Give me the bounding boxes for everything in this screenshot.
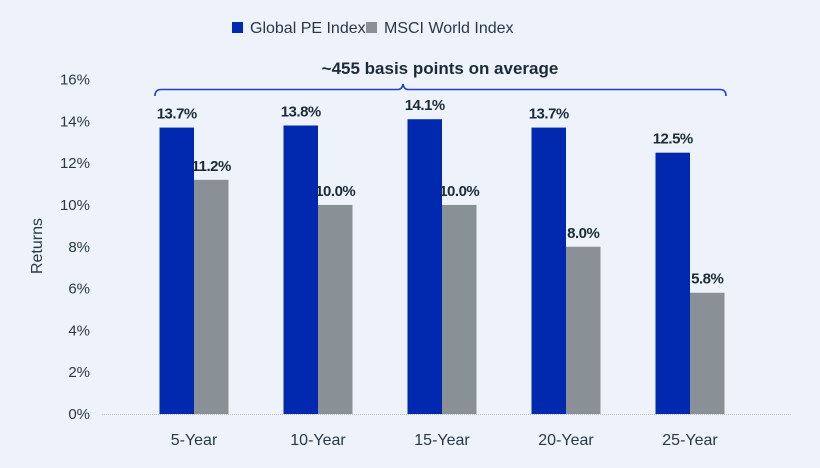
legend-label: Global PE Index [250, 20, 366, 37]
bar-global-pe [655, 152, 690, 414]
data-label: 13.7% [529, 106, 569, 123]
data-label: 14.1% [405, 97, 445, 114]
data-label: 10.0% [315, 183, 355, 200]
data-label: 8.0% [567, 225, 599, 242]
data-label: 13.8% [281, 103, 321, 120]
data-label: 11.2% [192, 158, 231, 175]
y-tick-label: 6% [68, 281, 90, 298]
x-tick-label: 20-Year [538, 432, 594, 449]
legend-label: MSCI World Index [384, 20, 514, 37]
bar-msci-world [690, 292, 725, 414]
data-label: 12.5% [653, 131, 693, 148]
bar-msci-world [566, 246, 601, 414]
x-tick-label: 10-Year [290, 432, 346, 449]
y-tick-label: 16% [60, 72, 90, 89]
bar-global-pe [159, 127, 194, 414]
legend-swatch [232, 22, 243, 33]
y-tick-label: 0% [68, 406, 90, 423]
x-axis-ticks: 5-Year 10-Year 15-Year 20-Year 25-Year [171, 432, 719, 449]
y-axis-ticks: 0% 2% 4% 6% 8% 10% 12% 14% 16% [60, 72, 90, 424]
y-tick-label: 4% [68, 322, 90, 339]
data-label: 13.7% [157, 106, 197, 123]
bar-global-pe [283, 125, 318, 415]
y-axis-label: Returns [29, 218, 46, 274]
bar-msci-world [442, 204, 477, 414]
y-tick-label: 8% [68, 239, 90, 256]
bar-msci-world [194, 179, 229, 414]
y-tick-label: 12% [60, 155, 90, 172]
annotation: ~455 basis points on average [154, 59, 727, 97]
data-label: 5.8% [691, 271, 723, 288]
x-tick-label: 25-Year [662, 432, 718, 449]
y-tick-label: 14% [60, 113, 90, 130]
annotation-bracket [154, 83, 727, 97]
x-tick-label: 5-Year [171, 432, 218, 449]
bar-global-pe [407, 119, 442, 415]
x-tick-label: 15-Year [414, 432, 470, 449]
y-tick-label: 10% [60, 197, 90, 214]
annotation-text: ~455 basis points on average [322, 59, 559, 78]
data-label: 10.0% [439, 183, 479, 200]
bar-global-pe [531, 127, 566, 414]
legend-swatch [366, 22, 377, 33]
bars: 13.7% 11.2% 13.8% 10.0% 14.1% 10.0% 13.7% 8.0% 1… [157, 97, 725, 415]
bar-msci-world [318, 204, 353, 414]
legend: Global PE Index MSCI World Index [232, 20, 514, 37]
y-tick-label: 2% [68, 364, 90, 381]
